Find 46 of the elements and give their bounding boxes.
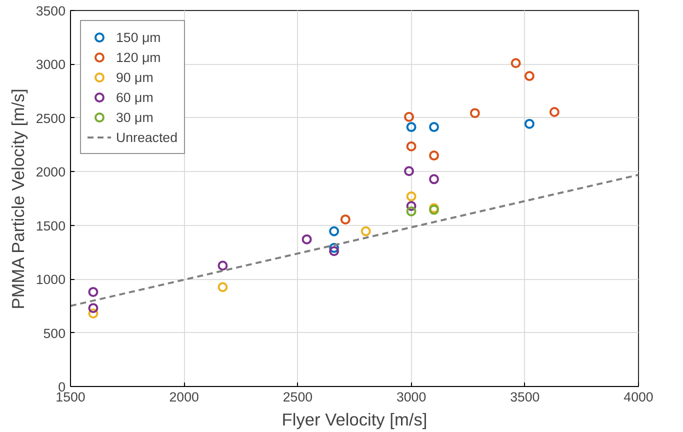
x-tick-label: 4000 <box>624 390 654 404</box>
y-tick-label: 1000 <box>36 272 66 288</box>
y-axis-title: PMMA Particle Velocity [m/s] <box>8 88 28 310</box>
x-tick-label: 3000 <box>396 390 426 404</box>
point <box>406 206 416 216</box>
legend-label: 90 μm <box>116 70 154 84</box>
point <box>429 122 440 132</box>
point <box>329 226 340 236</box>
point <box>404 166 414 176</box>
legend-label: 150 μm <box>116 30 161 44</box>
legend-label: 60 μm <box>116 90 154 104</box>
point <box>406 201 416 212</box>
legend-label: 30 μm <box>116 110 154 124</box>
point <box>549 107 560 118</box>
y-tick-label: 3000 <box>36 57 66 72</box>
point <box>429 150 440 161</box>
point <box>329 246 340 256</box>
point <box>524 118 534 129</box>
y-tick-label: 3500 <box>36 4 66 18</box>
point <box>404 112 414 122</box>
point <box>88 308 98 318</box>
point <box>329 242 340 253</box>
y-tick-label: 2000 <box>36 164 66 180</box>
x-axis-title: Flyer Velocity [m/s] <box>282 410 428 430</box>
point <box>302 234 312 244</box>
point <box>510 58 521 68</box>
y-tick-label: 1500 <box>36 218 66 234</box>
point <box>406 191 416 202</box>
point <box>88 286 98 297</box>
point <box>406 141 416 152</box>
point <box>360 226 371 236</box>
y-tick-label: 500 <box>43 326 66 341</box>
x-tick-label: 2500 <box>282 390 313 404</box>
y-tick-label: 2500 <box>36 110 66 126</box>
point <box>218 260 228 271</box>
legend-label: Unreacted <box>116 130 178 144</box>
point <box>88 303 98 314</box>
x-tick-label: 2000 <box>169 390 199 404</box>
point <box>429 174 440 184</box>
legend-label: 120 μm <box>116 50 161 64</box>
point <box>470 108 480 118</box>
point <box>406 122 416 132</box>
point <box>340 214 350 224</box>
point <box>218 282 228 292</box>
x-tick-label: 3500 <box>510 390 540 404</box>
point <box>524 71 534 82</box>
